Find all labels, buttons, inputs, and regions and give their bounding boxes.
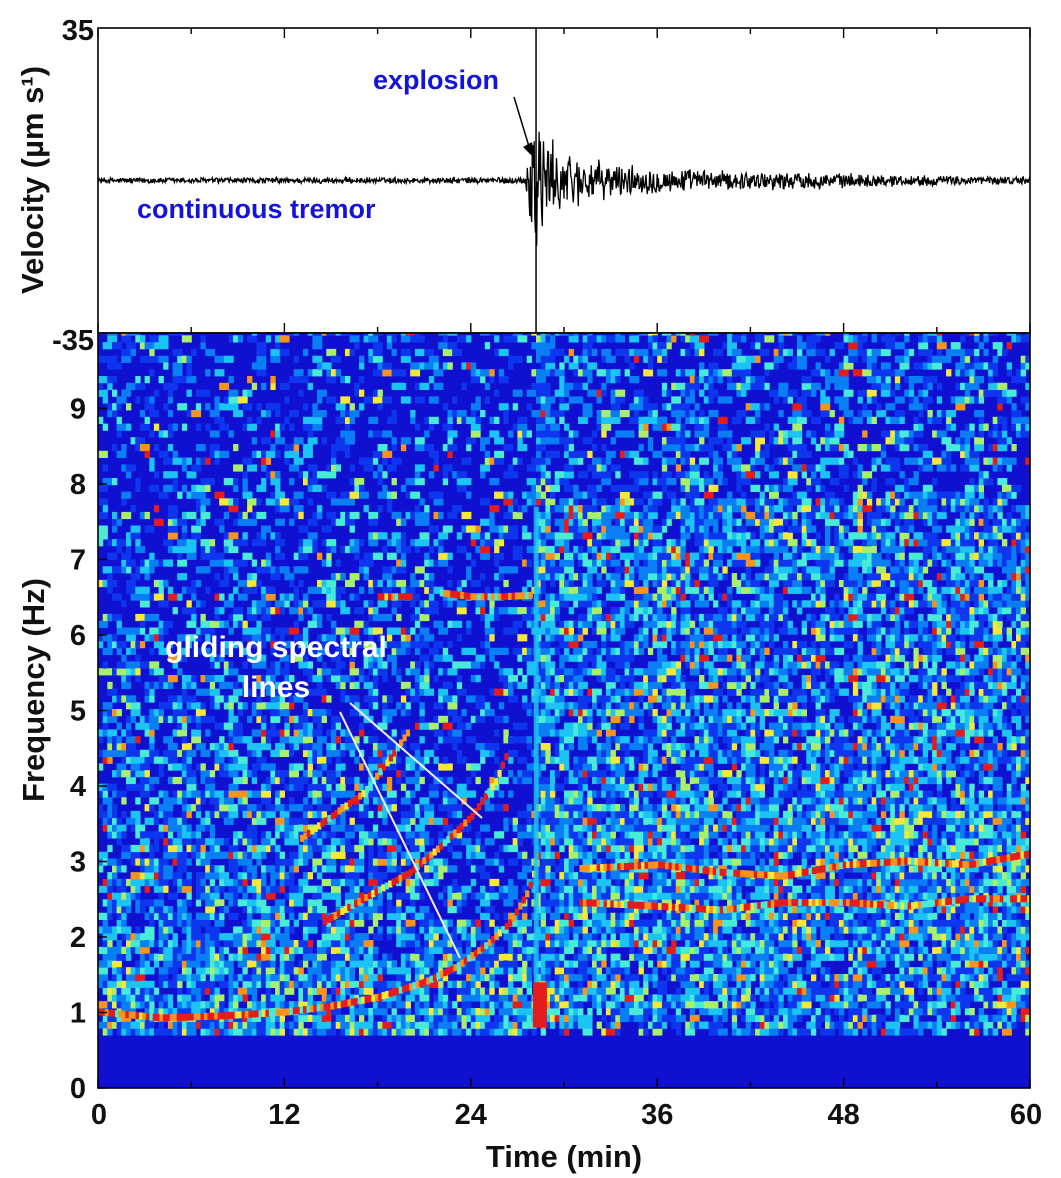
velocity-tick-max: 35	[62, 15, 94, 47]
gliding-spectral-lines	[98, 506, 1030, 1028]
spectrogram-ticks	[97, 407, 1031, 1089]
explosion-annotation: explosion	[373, 65, 499, 95]
frequency-tick-8: 8	[70, 469, 86, 501]
time-tick-36: 36	[641, 1099, 673, 1131]
velocity-axis-label: Velocity (µm s¹)	[15, 66, 50, 294]
velocity-tick-min: -35	[52, 325, 94, 357]
gliding-spectral-annotation: gliding spectral	[165, 631, 387, 664]
frequency-tick-5: 5	[70, 696, 86, 728]
frequency-tick-0: 0	[70, 1073, 86, 1105]
time-tick-labels: 0 12 24 36 48 60	[91, 1099, 1042, 1131]
continuous-tremor-annotation: continuous tremor	[137, 194, 376, 224]
frequency-tick-2: 2	[70, 922, 86, 954]
frequency-tick-4: 4	[70, 771, 86, 803]
explosion-arrow	[513, 96, 531, 151]
velocity-trace	[98, 131, 1030, 246]
time-tick-0: 0	[91, 1099, 107, 1131]
spectrogram-cells	[98, 333, 1030, 1036]
frequency-axis-label: Frequency (Hz)	[16, 578, 51, 802]
explosion-arrowhead	[523, 142, 535, 158]
frequency-tick-3: 3	[70, 847, 86, 879]
time-tick-12: 12	[268, 1099, 300, 1131]
seismogram-ticks	[97, 28, 1031, 333]
gliding-pointer-1	[339, 711, 461, 959]
time-tick-60: 60	[1010, 1099, 1042, 1131]
seismogram-panel: 35 -35 Velocity (µm s¹) explosion contin…	[15, 15, 1031, 357]
frequency-tick-6: 6	[70, 620, 86, 652]
time-axis-label: Time (min)	[486, 1139, 642, 1174]
frequency-tick-9: 9	[70, 394, 86, 426]
frequency-tick-1: 1	[70, 998, 86, 1030]
gliding-pointer-2	[349, 702, 483, 819]
time-tick-48: 48	[827, 1099, 859, 1131]
time-tick-24: 24	[455, 1099, 487, 1131]
frequency-tick-labels: 0 1 2 3 4 5 6 7 8 9	[70, 394, 86, 1106]
frequency-tick-7: 7	[70, 545, 86, 577]
gliding-lines-annotation: lines	[242, 671, 310, 704]
